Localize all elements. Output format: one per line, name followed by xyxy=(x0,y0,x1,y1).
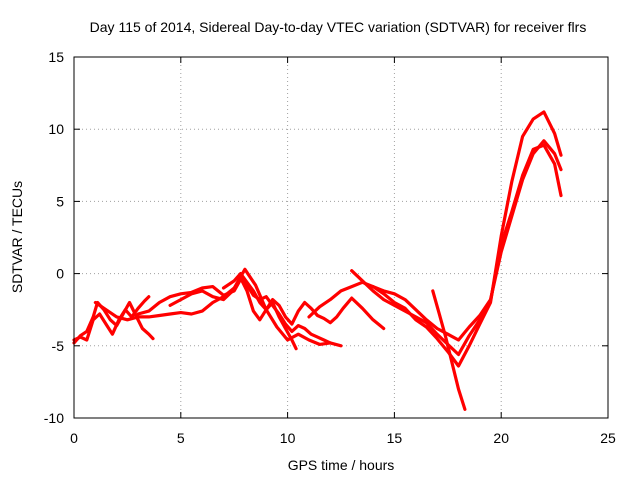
series-arc-2 xyxy=(72,295,151,342)
y-axis-label: SDTVAR / TECUs xyxy=(9,181,25,293)
y-tick-label: 15 xyxy=(48,49,64,65)
series-arc-5 xyxy=(168,276,386,331)
axis-ticks: 0 5 10 15 20 25 -10 -5 0 5 10 15 xyxy=(44,49,616,446)
series-arc-6 xyxy=(221,272,298,351)
x-axis-label: GPS time / hours xyxy=(288,457,395,473)
x-tick-label: 20 xyxy=(493,430,509,446)
plot-frame xyxy=(73,56,609,419)
series-arc-9 xyxy=(371,110,563,368)
series-arc-1 xyxy=(72,300,155,345)
x-tick-label: 10 xyxy=(280,430,296,446)
series-arc-4 xyxy=(136,277,332,345)
y-tick-label: 10 xyxy=(48,121,64,137)
chart-title: Day 115 of 2014, Sidereal Day-to-day VTE… xyxy=(90,19,587,35)
grid xyxy=(74,57,608,418)
x-tick-label: 25 xyxy=(600,430,616,446)
series-arc-10 xyxy=(431,289,467,411)
y-tick-label: 0 xyxy=(56,266,64,282)
x-tick-label: 0 xyxy=(70,430,78,446)
series-arc-8 xyxy=(350,143,563,357)
x-tick-label: 5 xyxy=(177,430,185,446)
y-tick-label: -10 xyxy=(44,410,64,426)
y-tick-label: 5 xyxy=(56,193,64,209)
y-tick-label: -5 xyxy=(52,338,65,354)
data-series xyxy=(72,110,563,411)
x-tick-label: 15 xyxy=(387,430,403,446)
